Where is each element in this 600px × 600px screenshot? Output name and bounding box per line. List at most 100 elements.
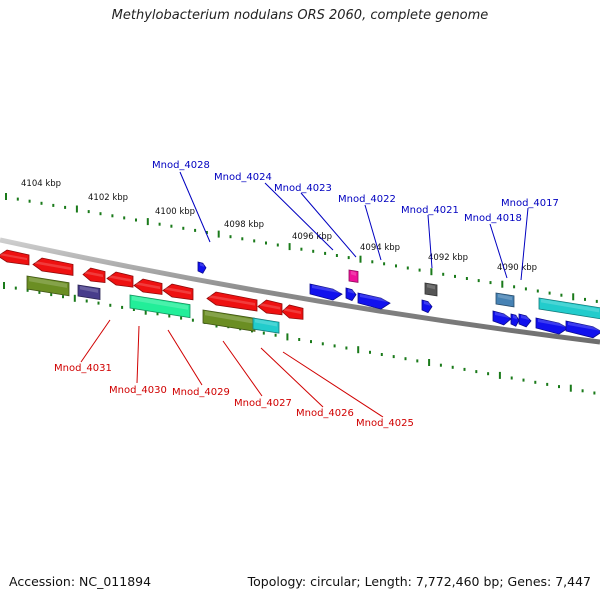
- genome-backbone: [0, 237, 600, 345]
- minor-tick: [180, 316, 183, 320]
- gene-feature: [348, 269, 359, 283]
- gene-feature: [492, 310, 512, 326]
- gene-feature: [202, 309, 256, 332]
- minor-tick: [439, 363, 442, 367]
- minor-tick: [369, 350, 371, 354]
- gene-feature: [345, 287, 357, 302]
- minor-tick: [310, 340, 312, 344]
- scale-label: 4092 kbp: [428, 253, 468, 263]
- minor-tick: [595, 299, 598, 303]
- gene-feature: [206, 291, 258, 312]
- gene-label-lower: Mnod_4029: [172, 387, 230, 398]
- scale-label: 4102 kbp: [88, 193, 128, 203]
- minor-tick: [28, 199, 31, 203]
- gene-feature-highlight: [521, 315, 529, 320]
- gene-label-upper: Mnod_4017: [501, 198, 559, 209]
- major-tick: [3, 282, 5, 289]
- minor-tick: [451, 365, 454, 369]
- gene-feature-highlight: [165, 287, 191, 295]
- minor-tick: [489, 281, 492, 285]
- gene-feature-highlight: [541, 299, 599, 313]
- gene-feature-highlight: [205, 311, 253, 324]
- gene-feature-highlight: [255, 319, 277, 327]
- minor-tick: [265, 241, 267, 245]
- gene-feature: [82, 267, 106, 283]
- minor-tick: [335, 254, 338, 257]
- minor-tick: [347, 256, 350, 260]
- minor-tick: [404, 357, 407, 361]
- minor-tick: [487, 372, 490, 376]
- minor-tick: [123, 216, 126, 220]
- minor-tick: [333, 344, 336, 348]
- gene-label-upper: Mnod_4022: [338, 194, 396, 205]
- gene-feature: [281, 304, 304, 320]
- gene-feature-highlight: [424, 301, 430, 306]
- gene-feature-highlight: [284, 308, 301, 314]
- minor-tick: [14, 286, 17, 290]
- minor-tick: [513, 285, 516, 289]
- minor-tick: [418, 268, 421, 272]
- gene-feature: [495, 292, 515, 308]
- major-tick: [357, 346, 360, 354]
- gene-feature-highlight: [312, 285, 340, 294]
- minor-tick: [321, 342, 324, 346]
- major-tick: [286, 333, 289, 341]
- gene-feature: [257, 299, 283, 316]
- leader-line: [300, 192, 357, 258]
- gene-feature: [309, 283, 343, 301]
- major-tick: [498, 371, 501, 379]
- minor-tick: [465, 277, 468, 280]
- minor-tick: [40, 201, 43, 205]
- minor-tick: [97, 301, 100, 305]
- minor-tick: [182, 226, 185, 230]
- gene-feature-highlight: [132, 296, 188, 310]
- gene-feature-highlight: [200, 263, 204, 267]
- gene-label-lower: Mnod_4026: [296, 408, 354, 419]
- lower-gene-labels: Mnod_4031 Mnod_4030 Mnod_4029 Mnod_4027 Mnod…: [54, 319, 414, 429]
- minor-tick: [324, 251, 327, 255]
- minor-tick: [510, 376, 513, 380]
- minor-tick: [156, 312, 159, 316]
- minor-tick: [546, 382, 549, 386]
- gene-feature-highlight: [538, 319, 566, 328]
- leader-line: [222, 340, 263, 397]
- gene-label-lower: Mnod_4027: [234, 398, 292, 409]
- minor-tick: [99, 212, 102, 216]
- gene-label-upper: Mnod_4018: [464, 213, 522, 224]
- major-tick: [288, 243, 291, 251]
- minor-tick: [477, 279, 480, 283]
- leader-line: [179, 171, 211, 243]
- minor-tick: [170, 224, 173, 228]
- gene-feature-highlight: [360, 294, 388, 303]
- gene-feature: [133, 278, 163, 295]
- gene-feature: [77, 284, 101, 300]
- gene-feature: [252, 317, 280, 334]
- minor-tick: [560, 293, 563, 297]
- gene-feature-highlight: [35, 261, 71, 270]
- gene-feature-highlight: [80, 286, 98, 293]
- gene-feature: [565, 320, 600, 339]
- minor-tick: [298, 338, 301, 341]
- major-tick: [146, 218, 149, 226]
- leader-line: [136, 325, 140, 384]
- minor-tick: [16, 197, 19, 201]
- minor-tick: [524, 287, 527, 291]
- leader-line: [260, 347, 324, 408]
- minor-tick: [522, 378, 525, 382]
- minor-tick: [274, 333, 277, 337]
- gene-feature-highlight: [568, 322, 600, 331]
- minor-tick: [191, 318, 194, 322]
- gene-label-lower: Mnod_4030: [109, 385, 167, 396]
- minor-tick: [442, 272, 445, 276]
- gene-feature-highlight: [109, 275, 131, 282]
- minor-tick: [121, 305, 124, 309]
- feature-track: [0, 249, 600, 339]
- gene-feature: [421, 299, 433, 314]
- minor-tick: [380, 353, 383, 356]
- gene-feature: [106, 271, 134, 288]
- gene-label-upper: Mnod_4021: [401, 205, 459, 216]
- major-tick: [430, 268, 433, 276]
- minor-tick: [312, 249, 315, 253]
- minor-tick: [85, 299, 88, 303]
